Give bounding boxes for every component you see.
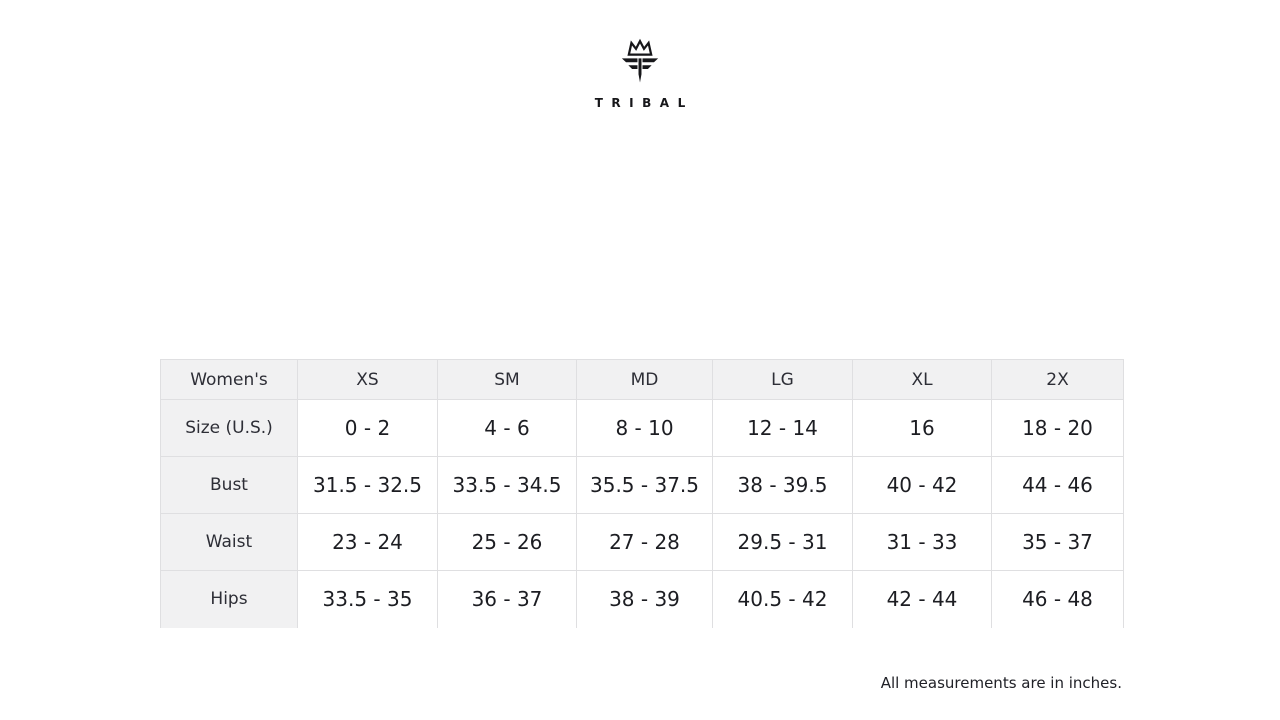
measurements-note: All measurements are in inches. — [880, 674, 1122, 692]
table-cell: 40 - 42 — [852, 456, 992, 514]
row-label-hips: Hips — [160, 570, 298, 628]
column-header-2x: 2X — [991, 359, 1124, 400]
table-cell: 44 - 46 — [991, 456, 1124, 514]
column-header-sm: SM — [437, 359, 577, 400]
table-cell: 12 - 14 — [712, 399, 853, 457]
table-cell: 8 - 10 — [576, 399, 713, 457]
table-cell: 4 - 6 — [437, 399, 577, 457]
row-label-size: Size (U.S.) — [160, 399, 298, 457]
table-row-bust: Bust 31.5 - 32.5 33.5 - 34.5 35.5 - 37.5… — [160, 456, 1124, 514]
table-cell: 40.5 - 42 — [712, 570, 853, 628]
table-cell: 25 - 26 — [437, 513, 577, 571]
table-row-size: Size (U.S.) 0 - 2 4 - 6 8 - 10 12 - 14 1… — [160, 399, 1124, 457]
size-chart-table: Women's XS SM MD LG XL 2X Size (U.S.) 0 … — [160, 359, 1124, 628]
table-cell: 31 - 33 — [852, 513, 992, 571]
table-cell: 16 — [852, 399, 992, 457]
table-cell: 38 - 39.5 — [712, 456, 853, 514]
row-label-bust: Bust — [160, 456, 298, 514]
table-cell: 27 - 28 — [576, 513, 713, 571]
table-cell: 46 - 48 — [991, 570, 1124, 628]
table-cell: 31.5 - 32.5 — [297, 456, 438, 514]
table-header-row: Women's XS SM MD LG XL 2X — [160, 359, 1124, 400]
table-cell: 33.5 - 34.5 — [437, 456, 577, 514]
table-cell: 36 - 37 — [437, 570, 577, 628]
table-cell: 35 - 37 — [991, 513, 1124, 571]
row-label-waist: Waist — [160, 513, 298, 571]
column-header-md: MD — [576, 359, 713, 400]
table-cell: 18 - 20 — [991, 399, 1124, 457]
column-header-xl: XL — [852, 359, 992, 400]
table-row-waist: Waist 23 - 24 25 - 26 27 - 28 29.5 - 31 … — [160, 513, 1124, 571]
column-header-lg: LG — [712, 359, 853, 400]
table-cell: 33.5 - 35 — [297, 570, 438, 628]
table-cell: 0 - 2 — [297, 399, 438, 457]
column-header-xs: XS — [297, 359, 438, 400]
brand-header: TRIBAL — [0, 36, 1280, 110]
table-cell: 35.5 - 37.5 — [576, 456, 713, 514]
crown-t-logo-icon — [612, 36, 668, 90]
column-header-womens: Women's — [160, 359, 298, 400]
table-cell: 23 - 24 — [297, 513, 438, 571]
table-cell: 38 - 39 — [576, 570, 713, 628]
table-cell: 42 - 44 — [852, 570, 992, 628]
table-row-hips: Hips 33.5 - 35 36 - 37 38 - 39 40.5 - 42… — [160, 570, 1124, 628]
brand-wordmark: TRIBAL — [594, 96, 694, 110]
table-cell: 29.5 - 31 — [712, 513, 853, 571]
